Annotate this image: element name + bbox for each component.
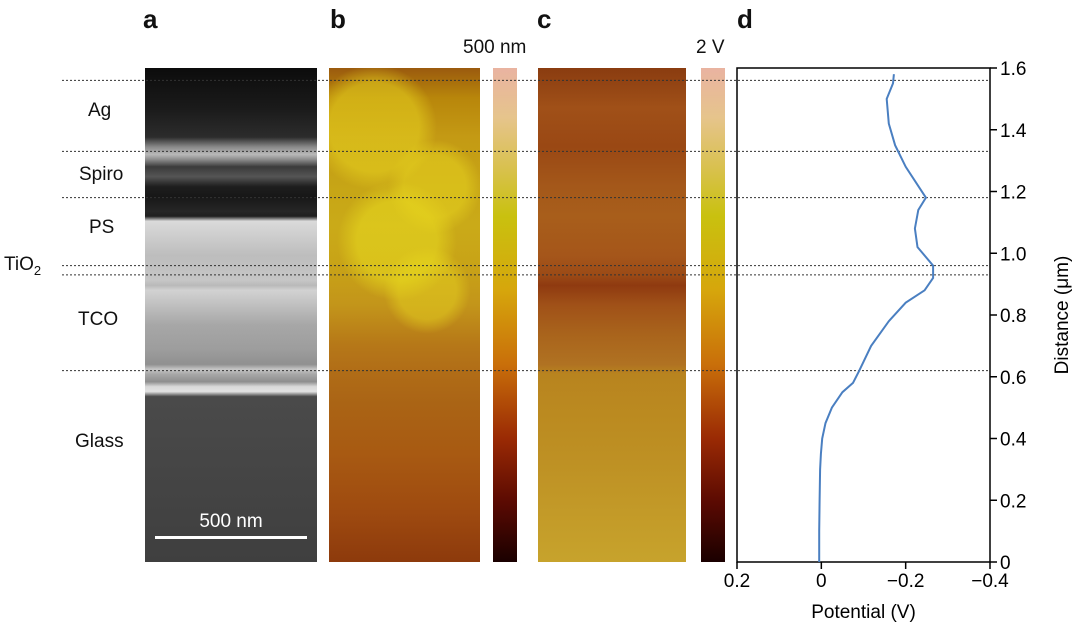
x-tick-label: −0.2 (887, 571, 925, 592)
y-tick-label: 0.4 (1000, 430, 1027, 451)
layer-label-spiro: Spiro (79, 164, 124, 185)
layer-label-tco: TCO (78, 309, 119, 330)
y-tick-label: 0.6 (1000, 368, 1026, 389)
potential-profile-line (818, 74, 935, 562)
y-tick-label: 0.2 (1000, 491, 1026, 512)
y-tick-label: 1.6 (1000, 59, 1026, 80)
afm-topography-map (329, 68, 480, 562)
panel-label-d: d (737, 4, 753, 34)
potential-colorbar (701, 68, 725, 562)
layer-label-ps: PS (89, 217, 115, 238)
topography-colorbar-label: 500 nm (463, 37, 527, 58)
sem-cross-section-image (145, 68, 317, 562)
scale-bar-label: 500 nm (199, 511, 263, 532)
y-tick-label: 0.8 (1000, 306, 1026, 327)
topography-colorbar (493, 68, 517, 562)
potential-colorbar-label: 2 V (696, 37, 725, 58)
layer-label-glass: Glass (75, 431, 124, 452)
x-tick-label: 0.2 (724, 571, 750, 592)
y-axis-label: Distance (μm) (1052, 256, 1073, 375)
layer-label-ag: Ag (88, 100, 112, 121)
kpfm-potential-map (538, 68, 686, 562)
chart-frame (736, 67, 991, 563)
y-tick-label: 1.2 (1000, 183, 1026, 204)
y-tick-label: 0 (1000, 553, 1011, 574)
y-tick-label: 1.0 (1000, 244, 1026, 265)
panel-label-a: a (143, 4, 158, 34)
panel-label-c: c (537, 4, 552, 34)
scale-bar (155, 536, 307, 539)
x-tick-label: −0.4 (971, 571, 1009, 592)
y-tick-label: 1.4 (1000, 121, 1027, 142)
x-tick-label: 0 (816, 571, 827, 592)
layer-label-tio2: TiO2 (4, 254, 42, 278)
panel-label-b: b (330, 4, 346, 34)
x-axis-label: Potential (V) (811, 602, 916, 623)
